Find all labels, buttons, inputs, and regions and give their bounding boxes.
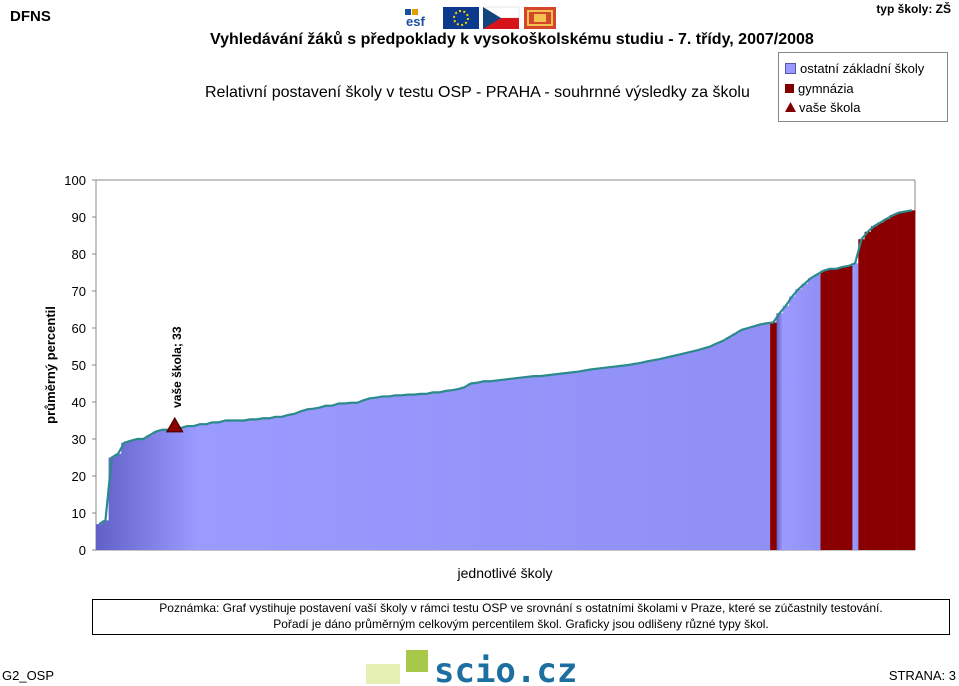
y-tick-label: 80 xyxy=(72,247,86,262)
school-type-label: typ školy: ZŠ xyxy=(876,2,951,16)
y-tick-label: 50 xyxy=(72,358,86,373)
logo-text: scio.cz xyxy=(434,651,577,686)
bar-gymnazium xyxy=(870,226,878,550)
legend-swatch-gymnasia xyxy=(785,83,794,93)
bar-gymnazium xyxy=(770,322,777,550)
bar-gymnazium xyxy=(902,211,909,550)
x-axis-label: jednotlivé školy xyxy=(457,565,553,581)
legend-item-gymnasia: gymnázia xyxy=(785,79,854,97)
y-tick-label: 70 xyxy=(72,284,86,299)
report-code: DFNS xyxy=(10,8,51,25)
note-box: Poznámka: Graf vystihuje postavení vaší … xyxy=(92,599,950,635)
y-tick-label: 0 xyxy=(79,543,86,558)
legend-label-gymnasia: gymnázia xyxy=(798,80,854,96)
y-axis-label: průměrný percentil xyxy=(43,306,58,424)
bar-gymnazium xyxy=(839,266,846,550)
y-tick-label: 90 xyxy=(72,210,86,225)
bar-gymnazium xyxy=(883,218,891,550)
bar-gymnazium xyxy=(889,215,897,550)
footer-page-code: G2_OSP xyxy=(2,668,55,683)
bar-gymnazium xyxy=(833,268,840,550)
bar-gymnazium xyxy=(858,239,865,550)
legend-item-your-school: vaše škola xyxy=(785,98,860,116)
legend-label-other-schools: ostatní základní školy xyxy=(800,60,925,76)
note-line-1: Poznámka: Graf vystihuje postavení vaší … xyxy=(159,601,883,615)
plot-area xyxy=(96,209,916,551)
sponsor-logos: esf xyxy=(403,6,556,29)
czech-flag xyxy=(482,6,520,29)
bar-gymnazium xyxy=(864,231,872,551)
legend-swatch-other-schools xyxy=(785,62,796,74)
y-tick-label: 10 xyxy=(72,506,86,521)
y-tick-label: 100 xyxy=(64,173,86,188)
y-tick-label: 20 xyxy=(72,469,86,484)
bar-gymnazium xyxy=(896,212,903,550)
prague-emblem xyxy=(524,7,556,29)
area-other-schools-segment-1 xyxy=(776,274,821,550)
eu-flag xyxy=(443,7,479,29)
legend-label-your-school: vaše škola xyxy=(799,99,861,115)
logo-square-light xyxy=(366,664,400,684)
note-line-2: Pořadí je dáno průměrným celkovým percen… xyxy=(273,617,769,631)
y-tick-label: 60 xyxy=(72,321,86,336)
school-marker: vaše škola; 33 xyxy=(165,326,184,433)
series-line xyxy=(98,209,913,526)
svg-text:esf: esf xyxy=(406,14,425,29)
bar-gymnazium xyxy=(845,265,853,550)
chart-title: Relativní postavení školy v testu OSP - … xyxy=(205,84,750,101)
bar-gymnazium xyxy=(908,210,916,550)
footer-page-number: STRANA: 3 xyxy=(888,668,956,683)
area-other-schools-segment-2 xyxy=(852,263,859,550)
bar-gymnazium xyxy=(820,270,828,550)
your-school-data-label: vaše škola; 33 xyxy=(170,326,184,408)
legend-triangle-icon xyxy=(785,102,796,112)
esf-logo: esf xyxy=(403,7,441,29)
y-tick-label: 40 xyxy=(72,395,86,410)
your-school-triangle xyxy=(165,416,184,433)
chart-legend: ostatní základní školy gymnázia vaše ško… xyxy=(778,52,948,122)
area-other-schools-segment-0 xyxy=(96,323,771,550)
logo-square-green xyxy=(406,650,428,672)
bar-gymnazium xyxy=(877,222,884,551)
percentile-chart: 0 10 20 30 40 50 60 70 80 90 100 vaše škola; 33 pr… xyxy=(43,173,916,581)
legend-item-other-schools: ostatní základní školy xyxy=(785,59,924,77)
y-tick-label: 30 xyxy=(72,432,86,447)
bar-gymnazium xyxy=(826,268,834,550)
report-subtitle: Vyhledávání žáků s předpoklady k vysokoš… xyxy=(210,31,814,48)
scio-logo: scio.cz xyxy=(366,650,577,686)
